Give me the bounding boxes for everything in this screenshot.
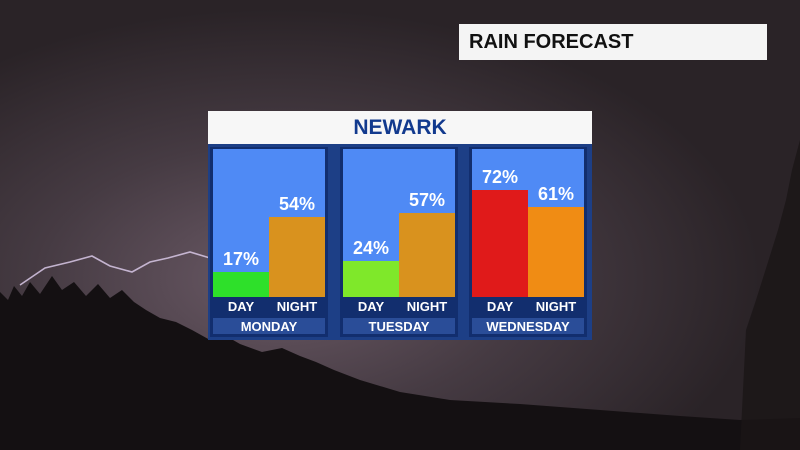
period-label-day: DAY xyxy=(357,299,385,314)
plot-area: 72% 61% xyxy=(472,149,584,297)
bar-night xyxy=(399,213,455,297)
lightning-bolt xyxy=(19,251,211,286)
period-label-day: DAY xyxy=(486,299,514,314)
day-panel-wednesday: 72% 61% DAY NIGHT WEDNESDAY xyxy=(469,147,587,337)
day-panel-monday: 17% 54% DAY NIGHT MONDAY xyxy=(210,147,328,337)
period-label-night: NIGHT xyxy=(406,299,448,314)
right-tree-silhouette xyxy=(740,140,800,450)
rain-forecast-title: RAIN FORECAST xyxy=(459,24,767,60)
day-name-label: WEDNESDAY xyxy=(472,318,584,334)
day-panel-tuesday: 24% 57% DAY NIGHT TUESDAY xyxy=(340,147,458,337)
period-label-day: DAY xyxy=(227,299,255,314)
bar-night xyxy=(269,217,325,297)
data-label-day: 72% xyxy=(481,167,519,187)
data-label-day: 24% xyxy=(352,238,390,258)
bar-day xyxy=(472,190,528,297)
day-name-label: TUESDAY xyxy=(343,318,455,334)
tree-silhouette xyxy=(0,276,800,450)
data-label-night: 54% xyxy=(278,194,316,214)
bar-day xyxy=(213,272,269,297)
location-title: NEWARK xyxy=(208,111,592,144)
data-label-night: 57% xyxy=(408,190,446,210)
period-label-night: NIGHT xyxy=(535,299,577,314)
bar-day xyxy=(343,261,399,297)
data-label-night: 61% xyxy=(537,184,575,204)
data-label-day: 17% xyxy=(222,249,260,269)
day-name-label: MONDAY xyxy=(213,318,325,334)
plot-area: 24% 57% xyxy=(343,149,455,297)
bar-night xyxy=(528,207,584,297)
plot-area: 17% 54% xyxy=(213,149,325,297)
period-label-night: NIGHT xyxy=(276,299,318,314)
